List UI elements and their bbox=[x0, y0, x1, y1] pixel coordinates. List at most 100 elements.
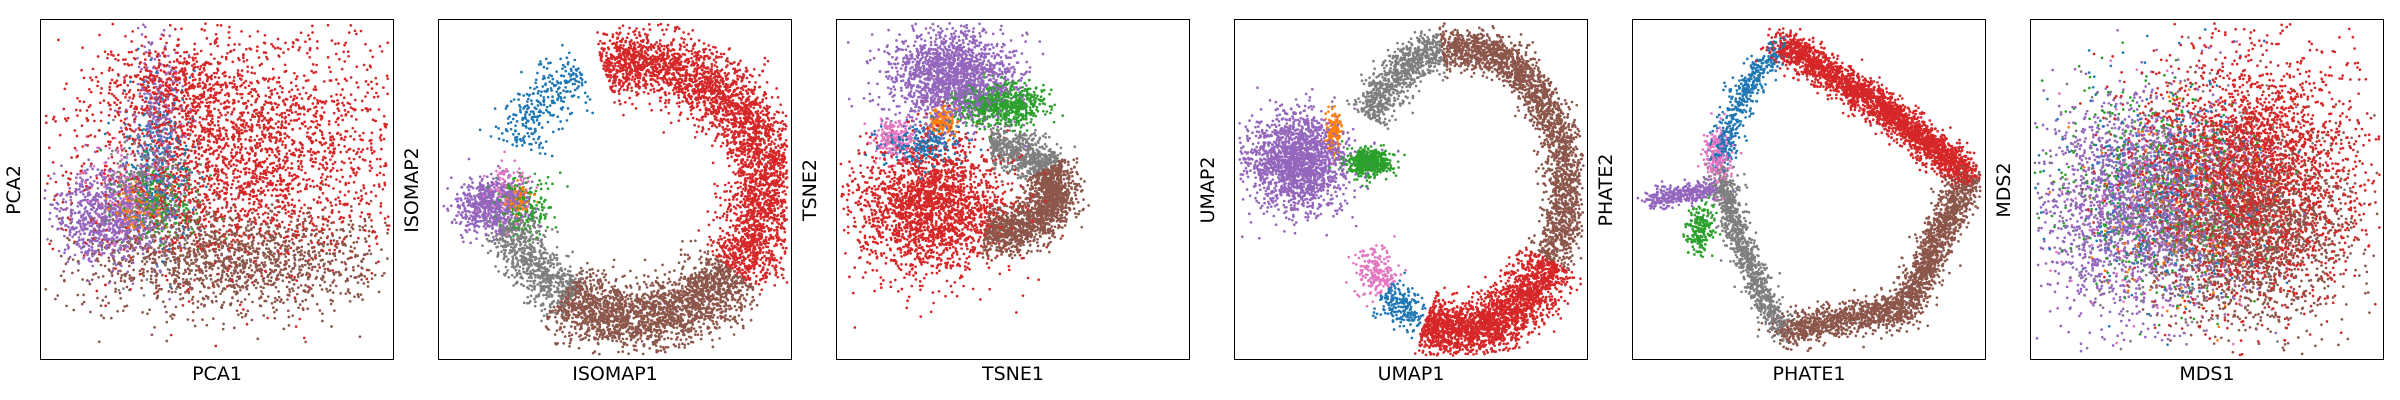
point-pca-cluster-2 bbox=[296, 286, 300, 289]
point-pca-cluster-3 bbox=[92, 179, 96, 183]
point-pca-cluster-2 bbox=[140, 260, 144, 263]
point-pca-cluster-3 bbox=[71, 192, 74, 195]
point-pca-cluster-0 bbox=[386, 41, 390, 45]
point-pca-cluster-0 bbox=[230, 182, 234, 186]
point-pca-cluster-2 bbox=[245, 261, 249, 265]
point-pca-cluster-0 bbox=[269, 221, 273, 225]
point-pca-cluster-0 bbox=[301, 122, 305, 126]
point-pca-cluster-7 bbox=[107, 121, 110, 125]
point-pca-cluster-2 bbox=[302, 289, 306, 292]
point-pca-cluster-0 bbox=[98, 252, 101, 256]
point-pca-cluster-0 bbox=[213, 229, 217, 233]
point-pca-cluster-0 bbox=[240, 118, 243, 122]
point-pca-cluster-2 bbox=[230, 224, 234, 227]
point-pca-cluster-6 bbox=[118, 170, 121, 174]
point-pca-cluster-0 bbox=[84, 241, 87, 245]
point-pca-cluster-0 bbox=[268, 138, 272, 142]
point-pca-cluster-2 bbox=[118, 291, 122, 295]
point-pca-cluster-0 bbox=[220, 215, 224, 219]
point-pca-cluster-2 bbox=[351, 265, 355, 269]
point-pca-cluster-7 bbox=[103, 132, 107, 136]
point-pca-cluster-0 bbox=[175, 146, 179, 149]
point-pca-cluster-2 bbox=[249, 264, 252, 267]
point-pca-cluster-2 bbox=[235, 248, 239, 252]
point-pca-cluster-0 bbox=[164, 109, 168, 113]
point-pca-cluster-0 bbox=[336, 107, 340, 110]
point-pca-cluster-2 bbox=[215, 272, 219, 276]
point-pca-cluster-0 bbox=[309, 147, 313, 151]
point-pca-cluster-3 bbox=[97, 195, 101, 198]
point-pca-cluster-0 bbox=[309, 94, 313, 97]
point-pca-cluster-3 bbox=[76, 204, 80, 208]
point-pca-cluster-1 bbox=[207, 104, 211, 108]
point-pca-cluster-6 bbox=[131, 246, 134, 249]
point-pca-cluster-2 bbox=[287, 294, 291, 297]
point-pca-cluster-0 bbox=[193, 179, 197, 183]
point-pca-cluster-0 bbox=[293, 296, 297, 300]
point-pca-cluster-0 bbox=[290, 111, 294, 114]
point-pca-cluster-1 bbox=[211, 114, 214, 118]
point-pca-cluster-2 bbox=[247, 266, 251, 270]
point-pca-cluster-3 bbox=[84, 217, 88, 221]
point-pca-cluster-0 bbox=[187, 178, 191, 182]
point-pca-cluster-2 bbox=[273, 246, 277, 249]
point-pca-cluster-0 bbox=[80, 124, 84, 128]
point-pca-cluster-2 bbox=[151, 257, 155, 261]
point-pca-cluster-6 bbox=[163, 252, 167, 255]
point-pca-cluster-2 bbox=[88, 282, 92, 286]
point-pca-cluster-6 bbox=[110, 149, 114, 153]
point-pca-cluster-0 bbox=[302, 178, 305, 181]
point-pca-cluster-0 bbox=[233, 43, 236, 46]
point-pca-cluster-2 bbox=[149, 274, 153, 278]
point-pca-cluster-2 bbox=[197, 265, 200, 269]
point-pca-cluster-0 bbox=[294, 77, 298, 81]
point-pca-cluster-1 bbox=[212, 71, 216, 75]
point-pca-cluster-3 bbox=[87, 158, 90, 162]
point-pca-cluster-0 bbox=[235, 131, 239, 135]
point-pca-cluster-2 bbox=[110, 274, 114, 277]
point-pca-cluster-0 bbox=[206, 169, 209, 173]
point-pca-cluster-0 bbox=[251, 195, 255, 198]
point-pca-cluster-2 bbox=[331, 281, 335, 284]
point-pca-cluster-0 bbox=[194, 96, 198, 100]
point-pca-cluster-0 bbox=[186, 128, 190, 131]
point-pca-cluster-0 bbox=[64, 228, 68, 232]
point-pca-cluster-0 bbox=[268, 132, 271, 135]
point-pca-cluster-1 bbox=[212, 101, 215, 104]
point-pca-cluster-1 bbox=[150, 122, 154, 126]
point-pca-cluster-0 bbox=[258, 126, 262, 129]
point-pca-cluster-0 bbox=[209, 53, 213, 56]
point-pca-cluster-1 bbox=[130, 40, 134, 43]
point-pca-cluster-0 bbox=[297, 103, 300, 107]
point-pca-cluster-2 bbox=[279, 298, 283, 301]
point-pca-cluster-0 bbox=[317, 167, 321, 171]
point-pca-cluster-2 bbox=[140, 272, 144, 276]
point-pca-cluster-3 bbox=[74, 181, 78, 185]
point-pca-cluster-0 bbox=[322, 166, 325, 169]
point-pca-cluster-0 bbox=[312, 88, 316, 91]
point-pca-cluster-2 bbox=[274, 260, 278, 264]
point-pca-cluster-2 bbox=[361, 298, 364, 301]
point-pca-cluster-2 bbox=[171, 313, 175, 316]
point-pca-cluster-6 bbox=[159, 192, 162, 196]
point-pca-cluster-1 bbox=[124, 58, 127, 61]
point-pca-cluster-2 bbox=[232, 283, 236, 287]
point-pca-cluster-2 bbox=[217, 248, 221, 252]
point-pca-cluster-9 bbox=[125, 176, 128, 180]
point-pca-cluster-2 bbox=[339, 228, 343, 232]
point-pca-cluster-0 bbox=[223, 214, 227, 218]
point-pca-cluster-0 bbox=[240, 114, 244, 117]
point-pca-cluster-0 bbox=[229, 209, 233, 213]
point-pca-cluster-0 bbox=[329, 79, 333, 82]
point-pca-cluster-0 bbox=[197, 232, 201, 236]
point-pca-cluster-7 bbox=[193, 145, 197, 149]
point-pca-cluster-0 bbox=[293, 154, 297, 157]
point-pca-cluster-2 bbox=[282, 327, 286, 331]
point-pca-cluster-3 bbox=[84, 223, 88, 226]
point-pca-cluster-2 bbox=[218, 228, 222, 231]
point-pca-cluster-1 bbox=[212, 96, 215, 100]
point-pca-cluster-4 bbox=[146, 189, 150, 193]
point-pca-cluster-0 bbox=[289, 246, 293, 250]
point-pca-cluster-2 bbox=[348, 256, 352, 260]
point-pca-cluster-0 bbox=[377, 260, 380, 264]
